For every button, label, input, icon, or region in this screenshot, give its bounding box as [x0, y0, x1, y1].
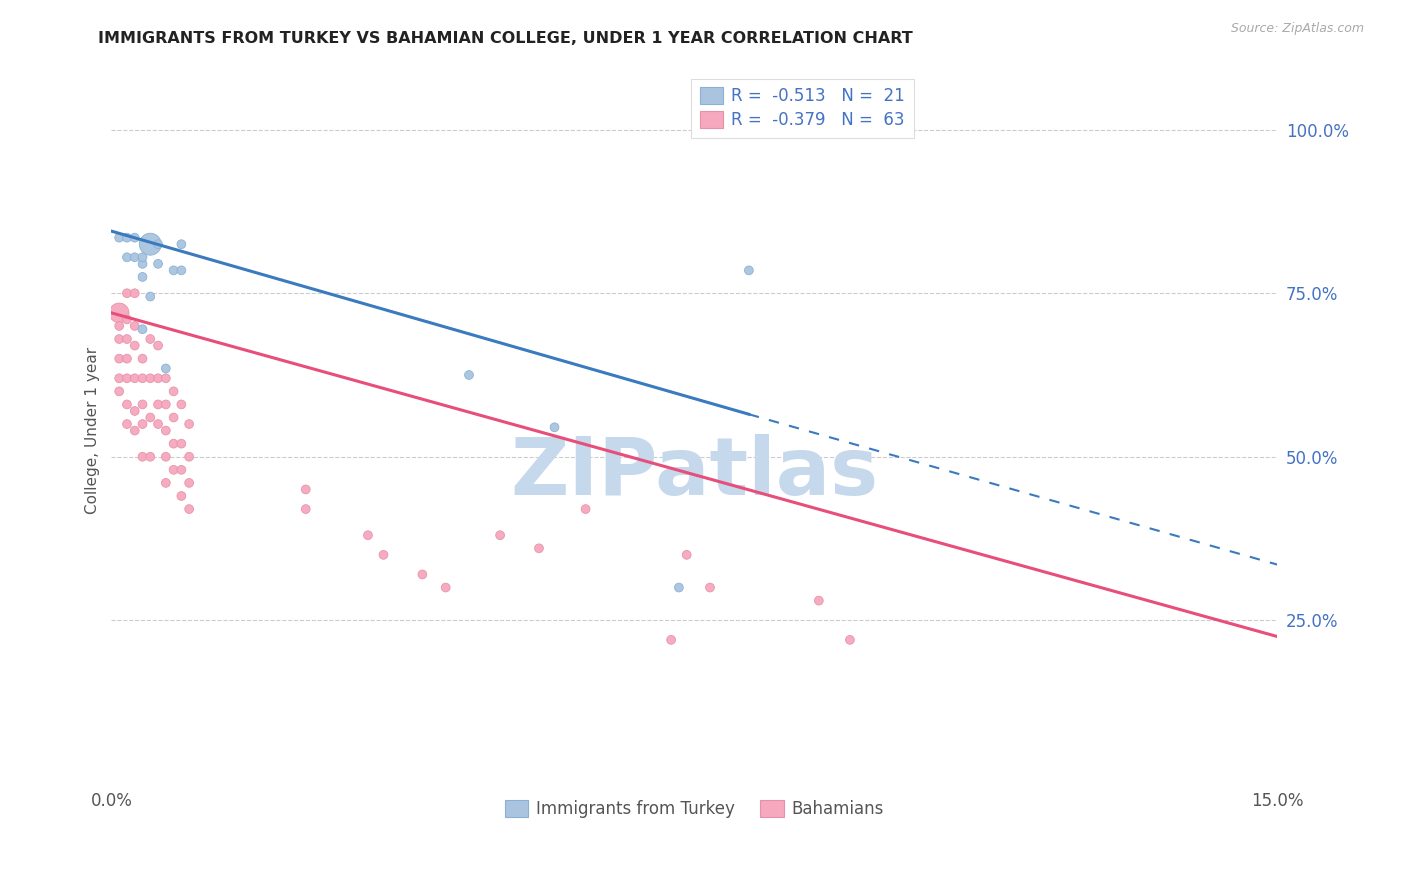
- Point: [357, 528, 380, 542]
- Point: [162, 263, 184, 277]
- Point: [139, 332, 162, 346]
- Point: [108, 306, 131, 320]
- Point: [124, 250, 146, 264]
- Point: [124, 371, 146, 385]
- Point: [294, 483, 316, 497]
- Point: [139, 371, 162, 385]
- Point: [155, 424, 177, 438]
- Point: [170, 397, 193, 411]
- Point: [699, 581, 721, 595]
- Point: [458, 368, 481, 382]
- Point: [179, 450, 201, 464]
- Point: [124, 424, 146, 438]
- Text: ZIPatlas: ZIPatlas: [510, 434, 879, 512]
- Point: [155, 397, 177, 411]
- Point: [115, 397, 138, 411]
- Point: [675, 548, 697, 562]
- Point: [162, 410, 184, 425]
- Point: [131, 417, 153, 431]
- Point: [155, 361, 177, 376]
- Point: [838, 632, 860, 647]
- Point: [124, 286, 146, 301]
- Text: Source: ZipAtlas.com: Source: ZipAtlas.com: [1230, 22, 1364, 36]
- Point: [373, 548, 395, 562]
- Point: [108, 351, 131, 366]
- Point: [807, 593, 830, 607]
- Point: [108, 332, 131, 346]
- Point: [115, 417, 138, 431]
- Point: [115, 332, 138, 346]
- Point: [543, 420, 565, 434]
- Point: [170, 237, 193, 252]
- Point: [131, 250, 153, 264]
- Point: [108, 371, 131, 385]
- Point: [139, 410, 162, 425]
- Point: [170, 436, 193, 450]
- Point: [146, 371, 169, 385]
- Point: [155, 371, 177, 385]
- Point: [131, 322, 153, 336]
- Point: [489, 528, 512, 542]
- Text: IMMIGRANTS FROM TURKEY VS BAHAMIAN COLLEGE, UNDER 1 YEAR CORRELATION CHART: IMMIGRANTS FROM TURKEY VS BAHAMIAN COLLE…: [98, 31, 912, 46]
- Point: [162, 463, 184, 477]
- Y-axis label: College, Under 1 year: College, Under 1 year: [86, 347, 100, 514]
- Point: [411, 567, 433, 582]
- Point: [115, 286, 138, 301]
- Point: [155, 475, 177, 490]
- Point: [434, 581, 457, 595]
- Point: [155, 450, 177, 464]
- Point: [131, 257, 153, 271]
- Point: [738, 263, 761, 277]
- Point: [124, 230, 146, 244]
- Point: [527, 541, 550, 556]
- Point: [131, 397, 153, 411]
- Point: [115, 351, 138, 366]
- Point: [146, 338, 169, 352]
- Point: [146, 257, 169, 271]
- Point: [575, 502, 598, 516]
- Point: [115, 250, 138, 264]
- Point: [139, 237, 162, 252]
- Point: [139, 450, 162, 464]
- Point: [170, 463, 193, 477]
- Point: [170, 489, 193, 503]
- Point: [115, 371, 138, 385]
- Point: [659, 632, 682, 647]
- Point: [124, 404, 146, 418]
- Point: [108, 318, 131, 333]
- Point: [162, 436, 184, 450]
- Point: [115, 230, 138, 244]
- Point: [668, 581, 690, 595]
- Point: [179, 417, 201, 431]
- Point: [162, 384, 184, 399]
- Point: [131, 269, 153, 284]
- Point: [179, 475, 201, 490]
- Point: [146, 237, 169, 252]
- Point: [131, 351, 153, 366]
- Point: [170, 263, 193, 277]
- Point: [131, 371, 153, 385]
- Point: [139, 289, 162, 303]
- Point: [146, 397, 169, 411]
- Point: [124, 338, 146, 352]
- Point: [115, 312, 138, 326]
- Point: [124, 318, 146, 333]
- Legend: Immigrants from Turkey, Bahamians: Immigrants from Turkey, Bahamians: [498, 793, 891, 825]
- Point: [179, 502, 201, 516]
- Point: [131, 450, 153, 464]
- Point: [108, 384, 131, 399]
- Point: [108, 230, 131, 244]
- Point: [146, 417, 169, 431]
- Point: [294, 502, 316, 516]
